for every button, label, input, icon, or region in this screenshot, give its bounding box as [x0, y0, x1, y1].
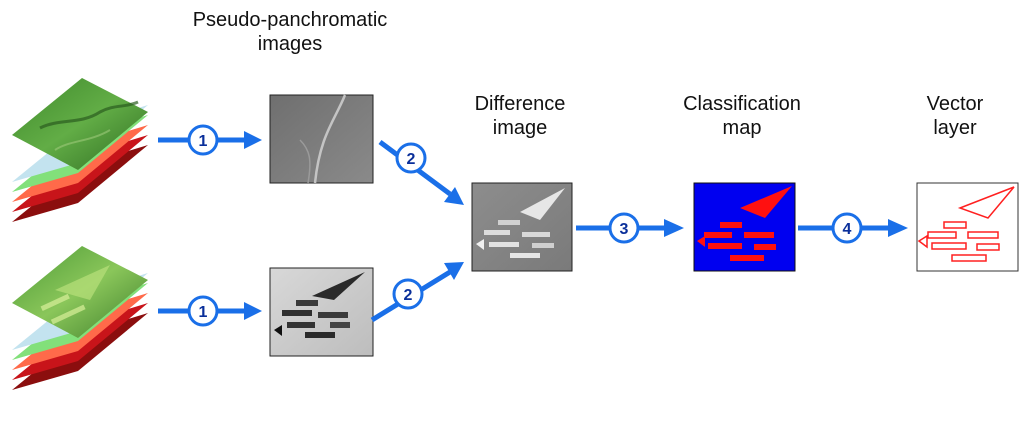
- step-number: 1: [199, 304, 208, 321]
- stack-icon: [12, 246, 148, 390]
- step-number: 4: [843, 221, 852, 238]
- step-circle-4: 4: [831, 212, 863, 244]
- step-circle-3: 3: [608, 212, 640, 244]
- step-number: 2: [404, 287, 413, 304]
- grayscale-image: [269, 94, 374, 184]
- label-classification-line1: Classification: [683, 93, 801, 115]
- step-circle-2-bottom: 2: [392, 278, 424, 310]
- grayscale-image: [269, 267, 374, 357]
- step-number: 2: [407, 151, 416, 168]
- label-vector-layer: Vector layer: [895, 92, 1015, 140]
- difference-image: [471, 182, 573, 272]
- label-difference-image: Difference image: [440, 92, 600, 140]
- label-difference-line2: image: [492, 117, 548, 139]
- step-circle-2-top: 2: [395, 142, 427, 174]
- label-classification-map: Classification map: [652, 92, 832, 140]
- step-number: 3: [620, 221, 629, 238]
- label-difference-line1: Difference: [474, 93, 566, 115]
- label-pseudo-panchromatic: Pseudo-panchromatic images: [150, 8, 430, 56]
- label-classification-line2: map: [722, 117, 762, 139]
- step-circle-1-top: 1: [187, 124, 219, 156]
- label-vector-line2: layer: [933, 117, 977, 139]
- classification-map-image: [693, 182, 796, 272]
- label-pseudo-panchromatic-line1: Pseudo-panchromatic: [192, 9, 388, 31]
- label-pseudo-panchromatic-line2: images: [257, 33, 323, 55]
- step-number: 1: [199, 133, 208, 150]
- step-circle-1-bottom: 1: [187, 295, 219, 327]
- stack-icon: [12, 78, 148, 222]
- label-vector-line1: Vector: [926, 93, 984, 115]
- vector-layer-image: [916, 182, 1019, 272]
